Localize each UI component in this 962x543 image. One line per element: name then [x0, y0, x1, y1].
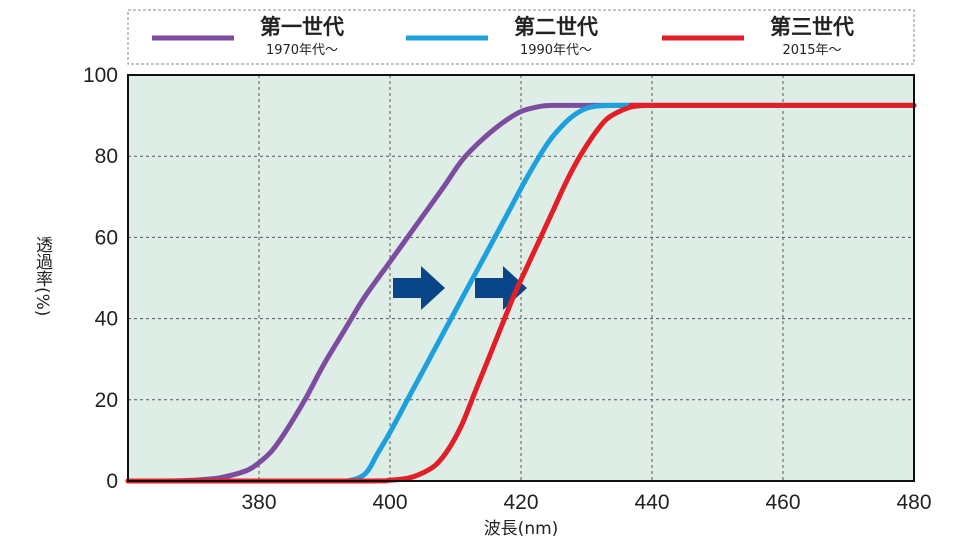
y-axis-label-group: 透過率(%)	[32, 236, 53, 316]
y-tick-label-80: 80	[95, 145, 118, 168]
legend-era-3: 2015年〜	[782, 43, 841, 58]
legend-box	[127, 9, 915, 65]
legend-name-2: 第二世代	[514, 15, 598, 39]
y-tick-label-100: 100	[83, 64, 118, 87]
y-tick-label-20: 20	[95, 389, 118, 412]
y-tick-label-0: 0	[106, 470, 118, 493]
x-tick-label-380: 380	[241, 491, 276, 514]
x-tick-label-460: 460	[765, 491, 800, 514]
x-axis-label: 波長(nm)	[484, 519, 559, 539]
legend-name-1: 第一世代	[260, 15, 344, 39]
x-tick-label-400: 400	[372, 491, 407, 514]
x-tick-label-480: 480	[896, 491, 931, 514]
series-line-1	[125, 102, 917, 484]
series-line-3	[125, 102, 917, 484]
x-tick-label-420: 420	[503, 491, 538, 514]
grid	[128, 75, 914, 481]
shift-arrow-1	[393, 266, 445, 310]
legend-name-3: 第三世代	[770, 15, 854, 39]
x-tick-label-440: 440	[634, 491, 669, 514]
y-axis-label: 透過率(%)	[32, 236, 53, 316]
series-lines	[125, 102, 917, 484]
legend: 第一世代 1970年代〜 第二世代 1990年代〜 第三世代 2015年〜	[152, 15, 854, 58]
y-tick-label-40: 40	[95, 308, 118, 331]
series-line-2	[125, 102, 917, 484]
y-tick-labels: 0 20 40 60 80 100	[83, 64, 118, 493]
plot-frame	[127, 74, 915, 482]
legend-era-1: 1970年代〜	[266, 43, 338, 58]
x-tick-labels: 380 400 420 440 460 480	[241, 491, 931, 514]
y-tick-label-60: 60	[95, 226, 118, 249]
legend-era-2: 1990年代〜	[520, 43, 592, 58]
